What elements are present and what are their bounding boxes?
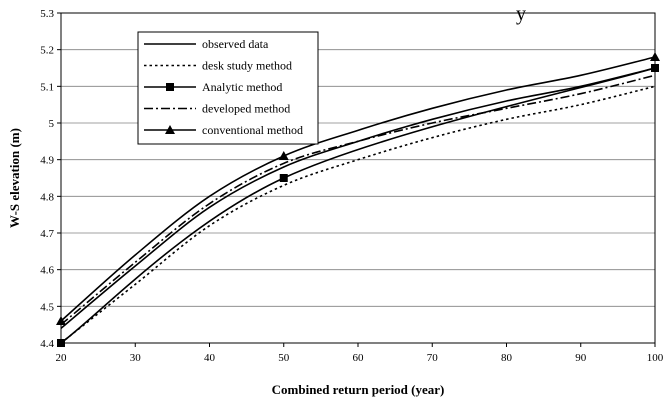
x-tick-label: 60 [353,352,365,364]
series-2 [57,64,659,347]
series-line [60,85,656,344]
y-tick-label: 4.9 [40,155,54,167]
x-tick-label: 70 [427,352,439,364]
data-point-triangle [165,125,175,134]
series-line [60,56,656,322]
series-line [60,67,656,344]
x-tick-label: 100 [647,352,664,364]
x-tick-label: 50 [278,352,290,364]
page-title-fragment: y [516,3,526,25]
y-axis-title: W-S elevation (m) [7,128,22,228]
data-point-square [651,64,659,72]
y-tick-label: 4.6 [40,265,54,277]
x-tick-label: 30 [130,352,142,364]
series-4 [56,52,660,325]
x-tick-label: 90 [575,352,587,364]
x-axis: 20 30 40 50 60 70 80 90 100 [56,343,664,364]
y-tick-label: 4.4 [40,338,54,350]
data-point-triangle [56,316,66,325]
legend-label: conventional method [202,123,303,137]
data-point-square [57,339,65,347]
x-axis-title: Combined return period (year) [272,382,445,397]
legend-label: observed data [202,37,269,51]
legend-label: developed method [202,102,290,116]
data-point-triangle [650,52,660,61]
y-tick-label: 4.5 [40,301,54,313]
legend: observed data desk study method Analytic m… [137,31,319,145]
y-tick-label: 4.8 [40,191,54,203]
legend-label: Analytic method [202,80,282,94]
legend-label: desk study method [202,59,292,73]
y-tick-label: 5.1 [40,81,54,93]
data-point-square [166,83,174,91]
y-tick-label: 5.2 [40,45,54,57]
data-point-square [279,174,288,182]
y-tick-label: 5 [49,118,55,130]
x-tick-label: 80 [501,352,513,364]
series-group [56,52,660,347]
series-0 [60,67,656,329]
x-tick-label: 40 [204,352,216,364]
y-tick-label: 4.7 [40,228,54,240]
y-axis: 4.4 4.5 4.6 4.7 4.8 4.9 5 5.1 5.2 5.3 [40,8,61,350]
y-tick-label: 5.3 [40,8,54,20]
x-tick-label: 20 [56,352,68,364]
series-1 [60,85,656,344]
series-line [60,67,656,329]
data-point-triangle [278,151,289,160]
